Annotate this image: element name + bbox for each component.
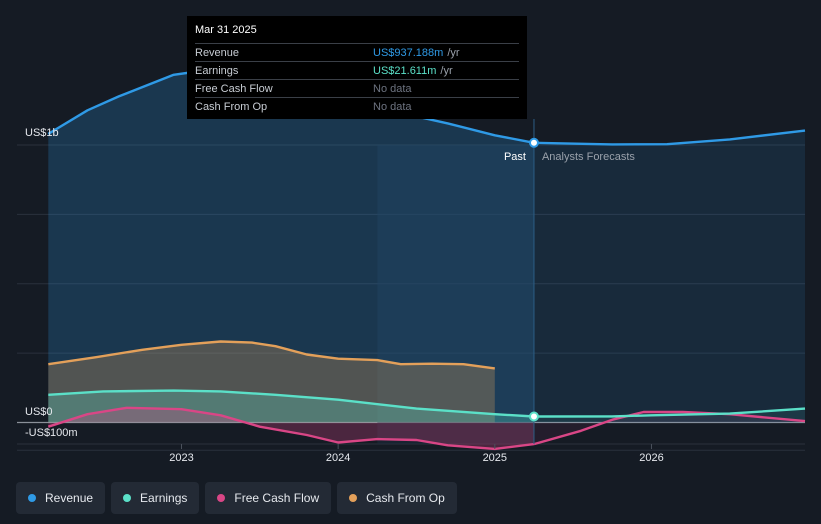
legend-dot-icon	[349, 494, 358, 502]
free-cash-flow-forecast-area	[534, 412, 805, 445]
series-areas	[48, 70, 805, 449]
axis-labels: US$1b US$0 -US$100m Past Analysts Forecasts 2…	[25, 127, 664, 464]
tooltip-row: Cash From Op No data	[195, 97, 519, 115]
tooltip-row-value: US$937.188m	[373, 46, 444, 59]
tooltip-row-label: Earnings	[195, 64, 239, 77]
cash-from-op-line	[48, 340, 495, 370]
highlight-band	[377, 145, 534, 444]
x-tick-label: 2026	[639, 452, 663, 464]
legend-dot-icon	[123, 494, 132, 502]
revenue-area	[48, 70, 535, 423]
tooltip-row: Free Cash Flow No data	[195, 79, 519, 97]
y-label-zero: US$0	[25, 406, 53, 418]
legend-item-revenue[interactable]: Revenue	[16, 482, 106, 514]
legend-label: Cash From Op	[366, 491, 445, 505]
legend-dot-icon	[217, 494, 226, 502]
tooltip-row-unit: /yr	[440, 64, 453, 77]
legend-label: Revenue	[45, 491, 94, 505]
earnings-line	[48, 389, 535, 418]
tooltip-row-value: No data	[373, 100, 412, 113]
revenue-forecast-area	[534, 130, 805, 423]
tooltip-date: Mar 31 2025	[195, 24, 257, 36]
forecast-label: Analysts Forecasts	[542, 151, 635, 163]
free-cash-flow-line	[47, 406, 535, 451]
tooltip-row-label: Free Cash Flow	[195, 82, 273, 95]
tooltip-row-unit: /yr	[447, 46, 460, 59]
legend-label: Free Cash Flow	[234, 491, 320, 505]
legend-item-free-cash-flow[interactable]: Free Cash Flow	[205, 482, 332, 514]
tooltip-row-label: Cash From Op	[195, 100, 268, 113]
tooltip-row: Earnings US$21.611m/yr	[195, 61, 519, 79]
legend-item-cash-from-op[interactable]: Cash From Op	[337, 482, 457, 514]
tooltip-row: Revenue US$937.188m/yr	[195, 43, 519, 61]
revenue-forecast-line	[533, 129, 806, 146]
y-label-top: US$1b	[25, 127, 59, 139]
tooltip-row-value: US$21.611m	[373, 64, 437, 77]
x-tick-label: 2023	[169, 452, 193, 464]
earnings-marker	[528, 411, 539, 422]
tooltip: Mar 31 2025 Revenue US$937.188m/yr Earning…	[187, 16, 527, 119]
tooltip-row-label: Revenue	[195, 46, 240, 59]
x-tick-label: 2025	[483, 452, 507, 464]
y-label-negative: -US$100m	[25, 427, 78, 439]
tooltip-row-value: No data	[373, 82, 412, 95]
revenue-marker	[528, 137, 539, 148]
earnings-forecast-line	[533, 407, 806, 418]
legend-label: Earnings	[140, 491, 188, 505]
legend-item-earnings[interactable]: Earnings	[111, 482, 200, 514]
legend: Revenue Earnings Free Cash Flow Cash From O…	[16, 482, 457, 514]
free-cash-flow-area	[48, 407, 535, 449]
tooltip-markers	[528, 137, 539, 422]
earnings-area	[48, 390, 535, 423]
x-tick-label: 2024	[326, 452, 350, 464]
legend-dot-icon	[28, 494, 36, 502]
past-label: Past	[504, 151, 526, 163]
